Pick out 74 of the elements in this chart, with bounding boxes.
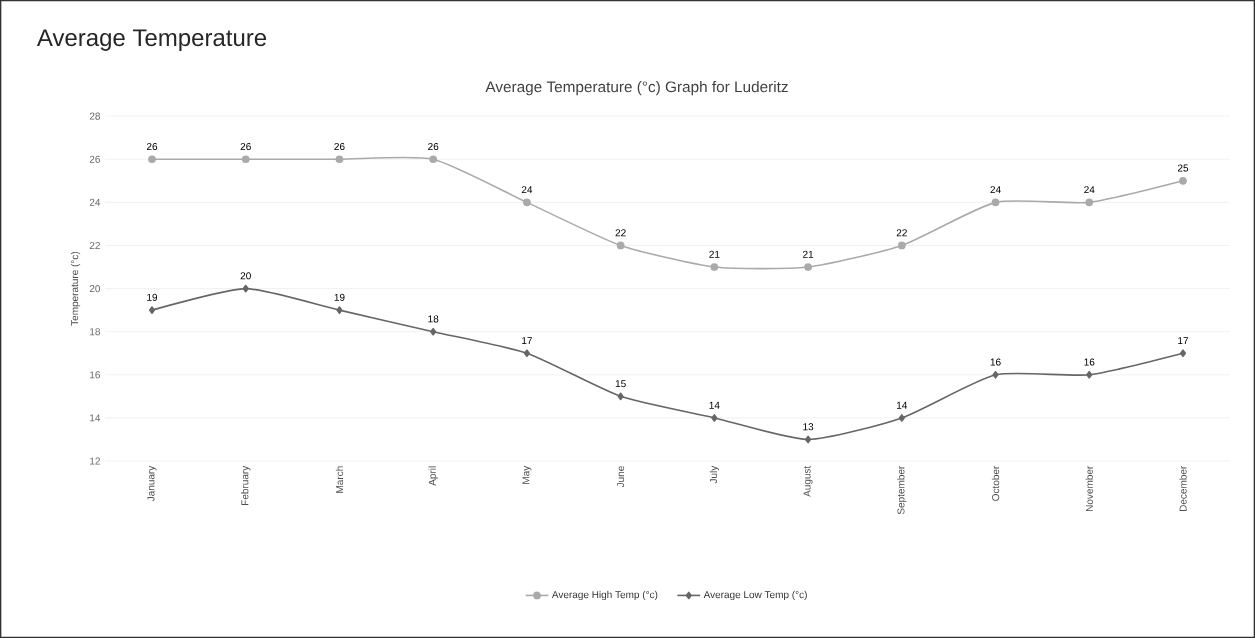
data-label: 19 [147,293,158,301]
point [523,349,531,358]
data-label: 21 [803,250,814,258]
x-tick-label: August [803,465,813,497]
x-tick-label: February [241,465,251,505]
data-label: 13 [803,423,814,431]
y-axis-title: Temperature (°c) [70,251,81,326]
data-label: 24 [990,186,1001,194]
y-tick-label: 18 [90,328,100,336]
point [336,306,343,314]
point [617,392,624,401]
data-label: 15 [615,380,626,388]
x-tick-label: May [522,465,532,484]
data-label: 18 [428,315,439,323]
chart-title: Average Temperature [36,29,267,51]
data-label: 21 [709,250,720,258]
point [897,241,906,250]
data-label: 26 [240,142,251,150]
x-tick-label: September [897,465,907,515]
x-tick-label: November [1085,465,1093,511]
y-tick-label: 16 [90,371,100,379]
data-label: 14 [709,401,720,409]
data-label: 19 [334,293,345,301]
point [148,306,156,314]
y-tick-label: 26 [89,155,100,163]
point [148,155,156,164]
point [1179,176,1187,185]
point [1086,370,1093,379]
data-label: 26 [334,142,345,150]
y-tick-label: 12 [90,457,100,465]
x-tick-label: July [709,465,720,484]
x-tick-label: October [991,465,1000,501]
point [335,155,344,164]
point [242,284,249,293]
point [523,198,531,207]
y-tick-label: 28 [89,112,100,120]
point [1085,198,1094,207]
data-label: 22 [896,229,907,237]
point [898,413,905,422]
x-tick-label: December [1179,465,1187,511]
legend-label: Average Low Temp (°c) [703,590,807,601]
point [710,263,719,271]
data-label: 16 [1084,358,1095,366]
point [711,413,718,422]
x-tick-label: March [335,466,344,493]
point [616,241,625,250]
data-label: 17 [522,337,532,344]
data-label: 16 [990,358,1001,366]
data-label: 14 [897,401,908,409]
x-tick-label: April [428,466,438,486]
data-label: 20 [240,272,251,280]
x-tick-label: January [147,465,157,502]
data-label: 17 [1178,337,1189,344]
y-tick-label: 20 [89,284,101,293]
point [991,198,1000,207]
point [241,155,250,164]
point [992,370,999,379]
y-tick-label: 14 [90,414,101,422]
point [804,435,812,444]
data-label: 22 [615,229,626,237]
point [1179,349,1187,358]
data-label: 24 [1084,186,1095,194]
legend-label: Average High Temp (°c) [551,590,658,601]
point [430,327,437,336]
data-label: 26 [146,142,158,150]
data-label: 24 [521,186,533,194]
y-tick-label: 24 [89,198,101,206]
chart-subtitle: Average Temperature (°c) Graph for Luderitz [485,80,788,96]
x-tick-label: June [617,466,625,488]
point [804,263,812,271]
point [429,155,438,164]
y-tick-label: 22 [89,241,100,249]
data-label: 26 [428,142,439,150]
data-label: 25 [1177,164,1189,172]
